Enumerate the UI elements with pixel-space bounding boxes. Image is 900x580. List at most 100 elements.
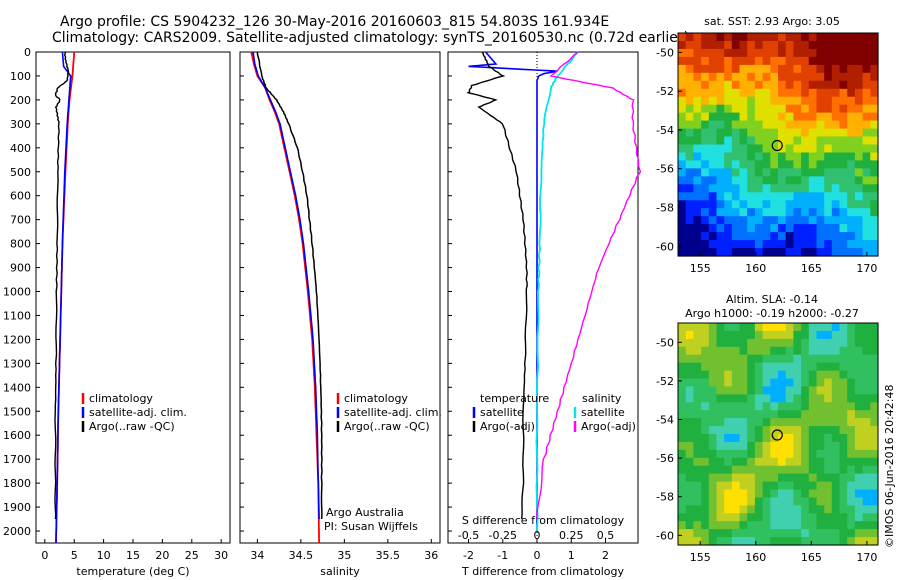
map-cell	[847, 232, 856, 241]
map-cell	[731, 537, 741, 546]
map-cell	[678, 240, 687, 249]
map-cell	[716, 80, 725, 90]
map-cell	[808, 240, 818, 249]
map-cell	[770, 232, 779, 241]
map-cell	[770, 184, 779, 193]
map-cell	[678, 513, 687, 522]
map-cell	[693, 497, 702, 506]
map-cell	[716, 200, 725, 209]
map-cell	[831, 208, 841, 217]
map-cell	[747, 80, 756, 90]
map-cell	[693, 330, 702, 340]
map-cell	[739, 128, 748, 138]
map-cell	[762, 426, 771, 435]
map-cell	[778, 240, 787, 249]
map-cell	[770, 56, 779, 66]
map-cell	[754, 128, 764, 138]
map-cell	[770, 48, 779, 58]
header-line2: Climatology: CARS2009. Satellite-adjuste…	[52, 30, 689, 46]
map-lat-tick-label: -50	[656, 46, 674, 59]
map-cell	[801, 418, 810, 427]
legend-label: Argo(..raw -QC)	[344, 420, 430, 433]
map-cell	[778, 434, 787, 443]
map-cell	[808, 529, 818, 538]
map-cell	[801, 72, 810, 82]
map-cell	[693, 144, 702, 154]
map-cell	[785, 465, 794, 475]
map-cell	[701, 184, 710, 193]
map-cell	[801, 386, 810, 395]
map-cell	[816, 497, 825, 506]
map-cell	[685, 441, 694, 451]
map-cell	[785, 88, 794, 98]
map-cell	[754, 338, 764, 348]
map-cell	[801, 529, 810, 538]
map-cell	[793, 112, 802, 122]
map-cell	[678, 41, 687, 50]
map-cell	[793, 160, 802, 169]
map-cell	[701, 346, 710, 356]
map-cell	[808, 386, 818, 395]
map-lat-tick-label: -58	[656, 491, 674, 504]
map-cell	[862, 323, 871, 332]
map-cell	[801, 41, 810, 50]
map-cell	[693, 192, 702, 201]
map-cell	[785, 192, 794, 201]
map-cell	[854, 330, 864, 340]
map-cell	[816, 184, 825, 193]
map-cell	[801, 208, 810, 217]
map-cell	[854, 168, 864, 177]
map-cell	[793, 457, 802, 467]
x-tick-label: 36	[424, 549, 438, 562]
map-cell	[824, 449, 833, 459]
map-cell	[685, 33, 694, 42]
map-cell	[839, 537, 848, 546]
map-cell	[685, 505, 694, 514]
map-cell	[708, 208, 718, 217]
map-cell	[870, 88, 879, 98]
map-cell	[754, 96, 764, 106]
map-cell	[693, 152, 702, 162]
difference-xlabel: T difference from climatology	[461, 565, 624, 578]
map-cell	[778, 370, 787, 380]
map-cell	[678, 216, 687, 225]
map-cell	[816, 64, 825, 74]
map-cell	[770, 168, 779, 177]
map-cell	[778, 441, 787, 451]
map-cell	[731, 505, 741, 514]
map-cell	[747, 56, 756, 66]
sla-map: 155 160 165 170-50-52-54-56-58-60	[656, 322, 879, 564]
map-cell	[762, 378, 771, 387]
map-cell	[816, 457, 825, 467]
map-cell	[701, 362, 710, 372]
map-cell	[778, 489, 787, 498]
map-cell	[739, 465, 748, 475]
map-cell	[685, 394, 694, 403]
map-cell	[739, 426, 748, 435]
map-cell	[839, 200, 848, 209]
map-cell	[862, 426, 871, 435]
map-cell	[854, 176, 864, 185]
map-cell	[839, 505, 848, 514]
map-cell	[678, 88, 687, 98]
map-cell	[870, 434, 879, 443]
map-cell	[831, 176, 841, 185]
map-cell	[708, 64, 718, 74]
map-cell	[793, 240, 802, 249]
map-cell	[854, 394, 864, 403]
map-cell	[708, 537, 718, 546]
map-cell	[716, 497, 725, 506]
map-cell	[839, 418, 848, 427]
map-cell	[801, 232, 810, 241]
map-cell	[801, 449, 810, 459]
map-cell	[716, 112, 725, 122]
map-cell	[808, 489, 818, 498]
map-cell	[754, 418, 764, 427]
map-cell	[808, 402, 818, 411]
map-cell	[824, 72, 833, 82]
map-cell	[854, 505, 864, 514]
map-cell	[870, 481, 879, 491]
map-cell	[708, 200, 718, 209]
map-cell	[747, 240, 756, 249]
map-cell	[693, 160, 702, 169]
